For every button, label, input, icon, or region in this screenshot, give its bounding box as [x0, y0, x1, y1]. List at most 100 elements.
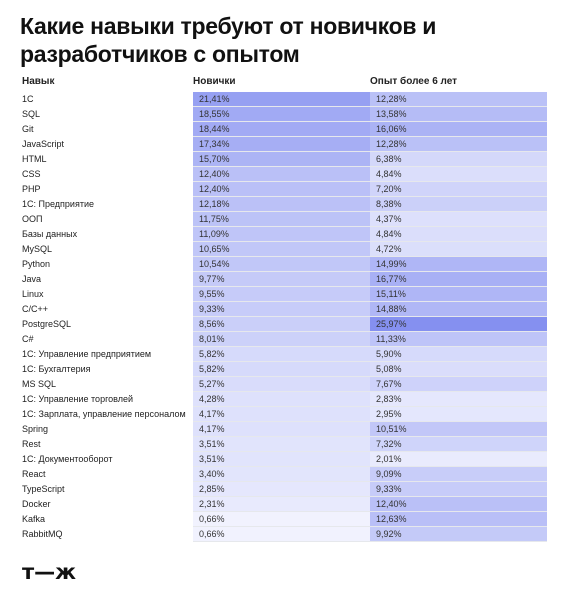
senior-value-label: 10,51%	[376, 424, 407, 434]
skill-label: MS SQL	[22, 379, 57, 389]
junior-heat-cell: 8,56%	[193, 317, 370, 332]
junior-heat-cell: 11,09%	[193, 227, 370, 242]
senior-heat-cell: 9,92%	[370, 527, 547, 542]
junior-value-label: 8,01%	[199, 334, 225, 344]
column-header-junior: Новички	[193, 76, 236, 87]
junior-heat-cell: 4,17%	[193, 407, 370, 422]
skill-label: SQL	[22, 109, 41, 119]
junior-value-label: 12,40%	[199, 184, 230, 194]
junior-heat-cell: 5,27%	[193, 377, 370, 392]
senior-heat-cell: 7,20%	[370, 182, 547, 197]
senior-heat-cell: 2,83%	[370, 392, 547, 407]
skill-label: 1С	[22, 94, 34, 104]
junior-heat-cell: 8,01%	[193, 332, 370, 347]
junior-value-label: 5,82%	[199, 364, 225, 374]
skill-label: 1С: Управление торговлей	[22, 394, 134, 404]
junior-value-label: 15,70%	[199, 154, 230, 164]
skill-label: 1С: Зарплата, управление персоналом	[22, 409, 186, 419]
senior-value-label: 4,84%	[376, 169, 402, 179]
table-row: React 3,40% 9,09%	[0, 467, 569, 482]
junior-value-label: 18,44%	[199, 124, 230, 134]
table-row: Базы данных 11,09% 4,84%	[0, 227, 569, 242]
senior-heat-cell: 12,63%	[370, 512, 547, 527]
senior-value-label: 5,08%	[376, 364, 402, 374]
senior-heat-cell: 13,58%	[370, 107, 547, 122]
junior-heat-cell: 17,34%	[193, 137, 370, 152]
senior-heat-cell: 25,97%	[370, 317, 547, 332]
senior-heat-cell: 14,88%	[370, 302, 547, 317]
senior-heat-cell: 2,95%	[370, 407, 547, 422]
senior-heat-cell: 15,11%	[370, 287, 547, 302]
table-row: 1С: Документооборот 3,51% 2,01%	[0, 452, 569, 467]
skill-label: HTML	[22, 154, 47, 164]
junior-value-label: 5,82%	[199, 349, 225, 359]
table-row: Python 10,54% 14,99%	[0, 257, 569, 272]
skill-label: Базы данных	[22, 229, 78, 239]
junior-heat-cell: 18,55%	[193, 107, 370, 122]
table-row: Spring 4,17% 10,51%	[0, 422, 569, 437]
junior-value-label: 2,85%	[199, 484, 225, 494]
senior-value-label: 9,92%	[376, 529, 402, 539]
senior-heat-cell: 11,33%	[370, 332, 547, 347]
junior-value-label: 3,40%	[199, 469, 225, 479]
skill-label: Spring	[22, 424, 49, 434]
column-header-senior: Опыт более 6 лет	[370, 76, 458, 87]
junior-value-label: 4,17%	[199, 424, 225, 434]
table-row: SQL 18,55% 13,58%	[0, 107, 569, 122]
table-row: Java 9,77% 16,77%	[0, 272, 569, 287]
senior-value-label: 25,97%	[376, 319, 407, 329]
senior-value-label: 2,83%	[376, 394, 402, 404]
senior-value-label: 14,88%	[376, 304, 407, 314]
skill-label: Linux	[22, 289, 44, 299]
senior-heat-cell: 12,40%	[370, 497, 547, 512]
senior-heat-cell: 5,08%	[370, 362, 547, 377]
table-row: C# 8,01% 11,33%	[0, 332, 569, 347]
table-row: Docker 2,31% 12,40%	[0, 497, 569, 512]
senior-value-label: 11,33%	[376, 334, 406, 344]
junior-heat-cell: 12,18%	[193, 197, 370, 212]
junior-value-label: 0,66%	[199, 529, 225, 539]
senior-value-label: 4,37%	[376, 214, 402, 224]
skill-label: JavaScript	[22, 139, 65, 149]
junior-value-label: 12,18%	[199, 199, 230, 209]
table-row: PostgreSQL 8,56% 25,97%	[0, 317, 569, 332]
senior-value-label: 16,77%	[376, 274, 407, 284]
junior-heat-cell: 12,40%	[193, 167, 370, 182]
junior-heat-cell: 2,85%	[193, 482, 370, 497]
table-row: ООП 11,75% 4,37%	[0, 212, 569, 227]
skill-label: C#	[22, 334, 34, 344]
table-row: 1С: Управление торговлей 4,28% 2,83%	[0, 392, 569, 407]
senior-value-label: 4,84%	[376, 229, 402, 239]
senior-value-label: 7,67%	[376, 379, 402, 389]
skill-label: 1С: Документооборот	[22, 454, 113, 464]
junior-value-label: 5,27%	[199, 379, 225, 389]
table-row: Kafka 0,66% 12,63%	[0, 512, 569, 527]
senior-heat-cell: 8,38%	[370, 197, 547, 212]
table-row: 1С: Зарплата, управление персоналом 4,17%…	[0, 407, 569, 422]
table-row: 1С: Бухгалтерия 5,82% 5,08%	[0, 362, 569, 377]
skill-label: React	[22, 469, 46, 479]
senior-value-label: 7,20%	[376, 184, 402, 194]
senior-value-label: 12,28%	[376, 139, 407, 149]
junior-heat-cell: 9,77%	[193, 272, 370, 287]
skill-label: RabbitMQ	[22, 529, 63, 539]
junior-value-label: 8,56%	[199, 319, 225, 329]
skill-label: 1С: Управление предприятием	[22, 349, 152, 359]
senior-value-label: 15,11%	[376, 289, 406, 299]
skill-label: Python	[22, 259, 51, 269]
junior-value-label: 4,17%	[199, 409, 225, 419]
senior-heat-cell: 2,01%	[370, 452, 547, 467]
junior-value-label: 4,28%	[199, 394, 225, 404]
senior-heat-cell: 14,99%	[370, 257, 547, 272]
junior-heat-cell: 21,41%	[193, 92, 370, 107]
table-row: 1С: Управление предприятием 5,82% 5,90%	[0, 347, 569, 362]
junior-value-label: 9,77%	[199, 274, 225, 284]
skill-label: Rest	[22, 439, 41, 449]
skill-label: ООП	[22, 214, 43, 224]
table-row: Git 18,44% 16,06%	[0, 122, 569, 137]
senior-value-label: 16,06%	[376, 124, 407, 134]
junior-value-label: 10,65%	[199, 244, 230, 254]
junior-heat-cell: 3,40%	[193, 467, 370, 482]
senior-heat-cell: 4,84%	[370, 227, 547, 242]
senior-value-label: 14,99%	[376, 259, 407, 269]
